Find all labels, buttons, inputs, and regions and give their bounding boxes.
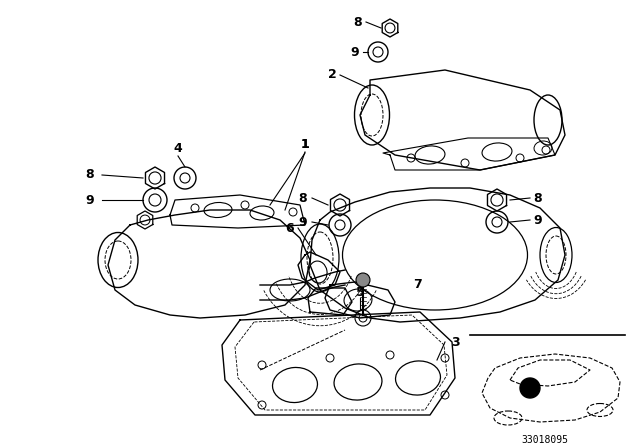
Text: 5: 5 (356, 285, 364, 298)
Text: 9: 9 (534, 214, 542, 227)
Circle shape (520, 378, 540, 398)
Text: 8: 8 (299, 191, 307, 204)
Text: 7: 7 (413, 279, 422, 292)
Text: 2: 2 (328, 69, 337, 82)
Text: 6: 6 (285, 221, 294, 234)
Text: 9: 9 (299, 215, 307, 228)
Text: 8: 8 (86, 168, 94, 181)
Text: 9: 9 (86, 194, 94, 207)
Text: 4: 4 (173, 142, 182, 155)
Text: 9: 9 (351, 46, 359, 59)
Text: 3: 3 (451, 336, 460, 349)
Text: 33018095: 33018095 (522, 435, 568, 445)
Text: 1: 1 (301, 138, 309, 151)
Text: 8: 8 (534, 191, 542, 204)
Circle shape (356, 273, 370, 287)
Text: 1: 1 (301, 138, 309, 151)
Text: 8: 8 (354, 16, 362, 29)
